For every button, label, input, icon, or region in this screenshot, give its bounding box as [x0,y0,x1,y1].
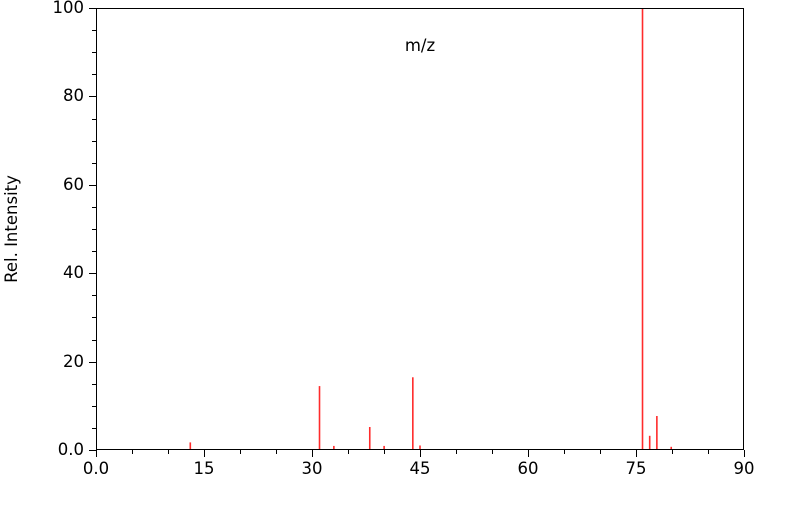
y-axis-minor-tick [92,317,96,319]
y-axis: 0.0 20 40 60 80 100 [0,0,96,516]
spectrum-plot [97,9,743,449]
x-axis: 0.0 15 30 45 60 75 90 [0,450,799,516]
y-axis-tick-label: 40 [63,262,84,282]
y-axis-tick [89,361,96,363]
x-axis-tick [204,450,205,457]
y-axis-tick [89,184,96,186]
y-axis-tick-label: 0.0 [57,439,84,459]
x-axis-minor-tick [168,450,169,454]
x-axis-minor-tick [708,450,709,454]
x-axis-tick-label: 60 [517,459,539,478]
x-axis-minor-tick [132,450,133,454]
x-axis-tick [744,450,745,457]
x-axis-minor-tick [276,450,277,454]
y-axis-minor-tick [92,251,96,253]
y-axis-tick [89,8,96,9]
y-axis-minor-tick [92,206,96,208]
x-axis-tick-label: 30 [301,459,323,478]
x-axis-tick-label: 75 [625,459,647,478]
y-axis-minor-tick [92,295,96,297]
x-axis-tick-label: 90 [733,459,755,478]
y-axis-minor-tick [92,229,96,230]
x-axis-minor-tick [240,450,241,454]
plot-area [96,8,744,450]
y-axis-minor-tick [92,427,96,429]
y-axis-minor-tick [92,162,96,164]
y-axis-tick [89,96,96,98]
y-axis-minor-tick [92,74,96,76]
x-axis-title: m/z [404,36,436,55]
x-axis-minor-tick [672,450,673,454]
x-axis-minor-tick [564,450,565,454]
x-axis-tick [96,450,97,457]
x-axis-tick [312,450,313,457]
y-axis-title: Rel. Intensity [2,175,21,283]
x-axis-tick-label: 15 [193,459,215,478]
y-axis-tick-label: 60 [63,174,84,194]
y-axis-tick-label: 100 [52,0,85,17]
y-axis-tick [89,273,96,275]
x-axis-minor-tick [348,450,349,454]
y-axis-minor-tick [92,140,96,142]
x-axis-tick [636,450,637,457]
y-axis-minor-tick [92,383,96,385]
y-axis-minor-tick [92,30,96,32]
y-axis-tick-label: 80 [63,86,84,106]
x-axis-tick [420,450,421,457]
x-axis-tick [528,450,529,457]
x-axis-minor-tick [384,450,385,454]
y-axis-tick [89,450,96,451]
x-axis-minor-tick [600,450,601,454]
x-axis-tick-label: 0.0 [82,459,110,478]
y-axis-minor-tick [92,52,96,54]
y-axis-tick-label: 20 [63,351,84,371]
x-axis-tick-label: 45 [409,459,431,478]
y-axis-minor-tick [92,118,96,120]
y-axis-minor-tick [92,339,96,341]
x-axis-minor-tick [492,450,493,454]
x-axis-minor-tick [456,450,457,454]
y-axis-minor-tick [92,405,96,407]
